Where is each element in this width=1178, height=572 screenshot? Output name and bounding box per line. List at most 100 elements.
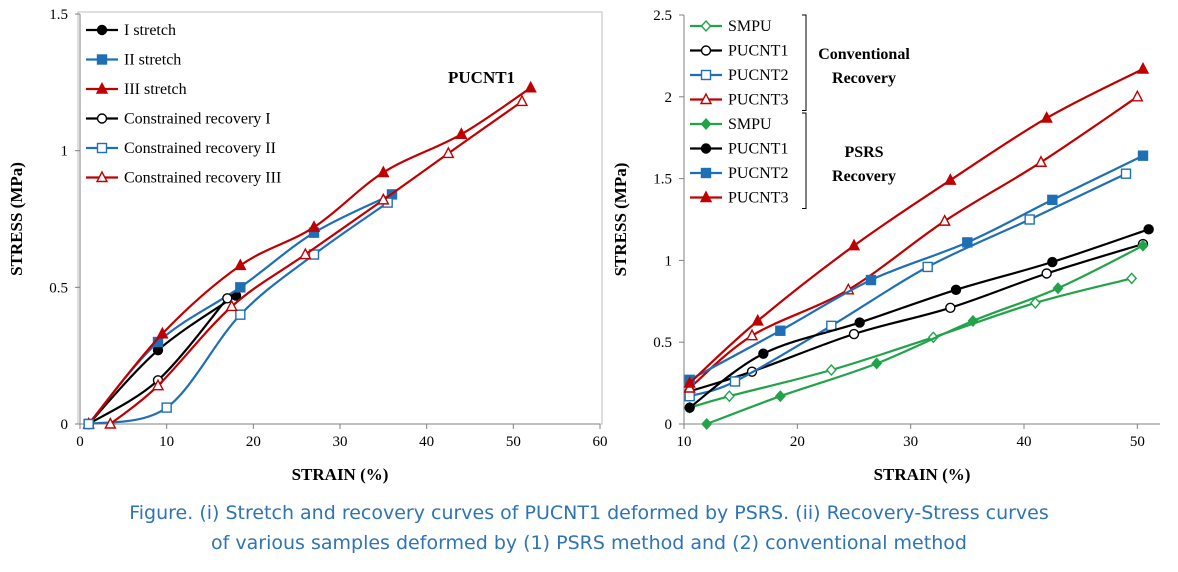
data-point	[1040, 111, 1053, 123]
legend-label: Constrained recovery II	[124, 140, 276, 157]
legend-group-label: Conventional	[818, 46, 910, 63]
data-point	[515, 94, 529, 107]
data-point	[1029, 296, 1041, 309]
series-8	[683, 61, 1150, 388]
legend-label: PUCNT3	[728, 190, 788, 207]
data-point	[944, 173, 957, 185]
data-point	[151, 378, 165, 391]
y-tick-label: 0	[61, 417, 69, 433]
data-point	[1137, 150, 1149, 161]
x-axis-title: STRAIN (%)	[874, 465, 971, 484]
data-point	[222, 293, 233, 304]
caption-line-1: Figure. (i) Stretch and recovery curves …	[129, 502, 1049, 524]
y-tick-label: 0.5	[49, 280, 68, 296]
data-point	[156, 326, 169, 339]
legend-label: Constrained recovery I	[124, 111, 271, 128]
series-3	[684, 168, 1132, 402]
legend-marker	[699, 190, 713, 203]
x-tick-label: 50	[506, 434, 521, 450]
legend-marker	[96, 24, 108, 36]
x-tick-label: 30	[903, 434, 918, 450]
x-tick-label: 20	[246, 434, 261, 450]
y-tick-label: 1	[61, 144, 69, 160]
legend-label: SMPU	[728, 18, 772, 35]
x-tick-label: 30	[333, 434, 348, 450]
series-2	[83, 189, 398, 430]
series-6	[684, 224, 1154, 413]
data-point	[938, 214, 951, 226]
chart-annotation: PUCNT1	[448, 68, 515, 87]
data-point	[1143, 224, 1154, 235]
legend-marker	[700, 167, 712, 179]
chart-1: 0 10 20 30 40 50 60 0 0.5 1 1.5 STRAIN (%) STRESS (M…	[7, 7, 608, 484]
data-point	[922, 261, 933, 273]
legend-marker	[96, 113, 108, 124]
data-point	[442, 146, 455, 159]
data-point	[684, 390, 695, 402]
data-point	[1137, 239, 1149, 252]
legend-marker	[96, 54, 108, 65]
data-point	[1034, 155, 1048, 167]
data-point	[871, 357, 883, 370]
data-point	[950, 284, 962, 296]
legend-group-bracket	[802, 112, 807, 209]
y-tick-label: 0.5	[653, 335, 672, 351]
data-point	[299, 247, 312, 260]
data-point	[865, 274, 877, 286]
data-point	[1052, 282, 1064, 295]
data-point	[235, 309, 246, 320]
data-point	[1041, 268, 1052, 279]
data-point	[308, 249, 320, 260]
series-6	[104, 94, 529, 429]
legend-label: II stretch	[124, 52, 181, 69]
y-tick-label: 2.5	[653, 8, 672, 24]
data-point	[235, 282, 246, 293]
data-point	[377, 192, 390, 205]
data-point	[774, 390, 786, 403]
legend-marker	[700, 143, 712, 154]
series-line	[87, 193, 393, 425]
y-tick-label: 2	[665, 90, 673, 106]
data-point	[524, 80, 537, 93]
legend-marker	[699, 92, 713, 105]
legend-group-label: Recovery	[832, 168, 896, 185]
data-point	[161, 402, 172, 413]
x-tick-label: 20	[790, 434, 805, 450]
x-tick-label: 60	[593, 434, 608, 450]
data-point	[848, 328, 860, 340]
data-point	[745, 328, 759, 341]
data-point	[377, 165, 390, 178]
legend-marker	[700, 45, 712, 56]
legend-group-label: Recovery	[832, 70, 896, 87]
data-point	[1024, 214, 1035, 225]
data-point	[683, 376, 696, 388]
legend-label: I stretch	[124, 22, 176, 39]
legend-marker	[95, 170, 109, 183]
x-tick-label: 10	[159, 434, 174, 450]
legend: SMPU PUCNT1 PUCNT2 PUCNT3 SMPU PUCNT1 PUCNT2 PU…	[690, 14, 910, 209]
legend-group-label: PSRS	[844, 144, 883, 161]
legend-label: SMPU	[728, 116, 772, 133]
legend-marker	[95, 81, 109, 94]
data-point	[455, 127, 468, 139]
y-axis-title: STRESS (MPa)	[7, 162, 26, 276]
legend-label: PUCNT2	[728, 165, 788, 182]
y-tick-label: 1.5	[49, 7, 68, 23]
series-line	[689, 154, 1144, 381]
y-tick-label: 1	[665, 253, 673, 269]
legend-label: Constrained recovery III	[124, 170, 281, 187]
x-axis-title: STRAIN (%)	[292, 465, 389, 484]
data-point	[723, 390, 735, 403]
data-point	[1136, 61, 1150, 74]
series-5	[701, 239, 1149, 431]
data-point	[945, 302, 956, 314]
legend: I stretch II stretch III stretch Constraine…	[86, 22, 281, 187]
legend-marker	[700, 69, 712, 81]
data-point	[751, 313, 764, 326]
series-7	[684, 150, 1149, 386]
data-point	[1131, 89, 1144, 102]
legend-marker	[96, 142, 108, 154]
x-tick-label: 40	[419, 434, 434, 450]
legend-label: PUCNT3	[728, 92, 788, 109]
data-point	[234, 258, 247, 271]
